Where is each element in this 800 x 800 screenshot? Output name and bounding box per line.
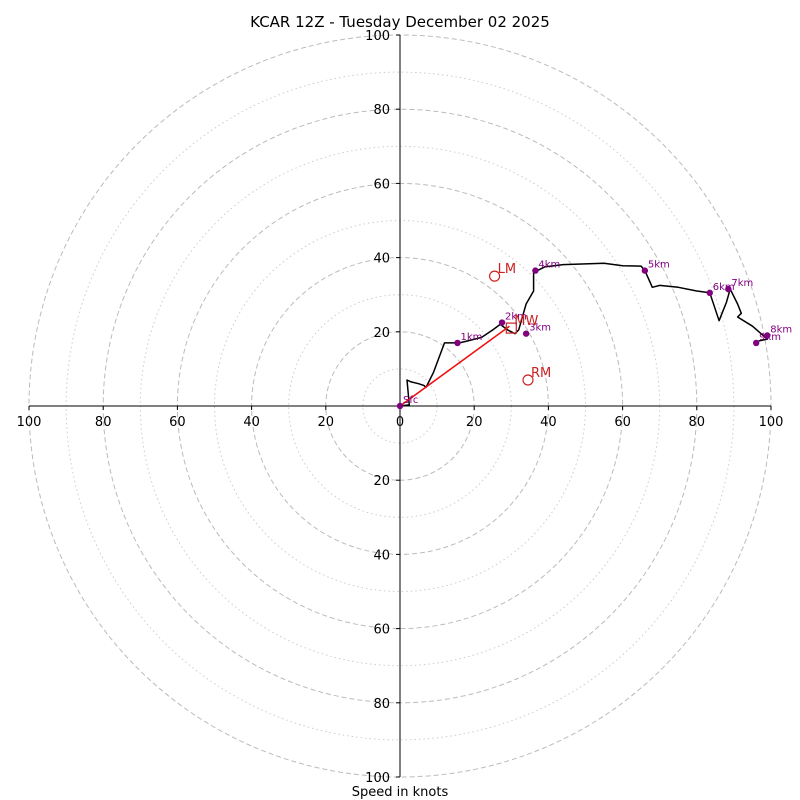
x-tick-label: 60 — [169, 415, 186, 430]
height-marker-3km: 3km — [522, 323, 551, 337]
storm-motion-lm: LM — [489, 262, 516, 282]
x-tick-label: 80 — [689, 415, 706, 430]
height-marker-5km: 5km — [641, 260, 670, 274]
height-marker-7km: 7km — [725, 278, 753, 293]
height-marker-dot — [706, 289, 713, 297]
height-marker-8km: 8km — [764, 325, 792, 339]
storm-motions: LM MW RM — [489, 262, 551, 386]
storm-motion-label: MW — [514, 314, 538, 329]
height-marker-label: 7km — [731, 278, 753, 289]
tick-labels: 100 80 60 40 20 0 20 40 60 80 100 100 80 60 40 20 20 40 60… — [17, 29, 784, 786]
x-tick-label: 20 — [318, 415, 335, 430]
y-tick-label: 100 — [365, 29, 390, 44]
height-marker-dot — [532, 267, 539, 274]
x-tick-label: 20 — [466, 415, 483, 430]
hodograph-trace-layer — [399, 262, 769, 407]
height-marker-label: 8km — [770, 325, 792, 336]
height-marker-dot — [454, 339, 461, 347]
storm-motion-marker — [489, 270, 501, 282]
height-marker-label: 2km — [505, 312, 527, 323]
x-tick-label: 80 — [95, 415, 112, 430]
height-marker-dot — [498, 319, 506, 326]
height-marker-dot — [764, 332, 771, 339]
storm-motion-marker — [505, 322, 517, 334]
y-tick-label: 40 — [373, 252, 390, 267]
chart-title: KCAR 12Z - Tuesday December 02 2025 — [250, 13, 550, 31]
height-marker-sfc: Sfc — [396, 395, 418, 410]
height-marker-9km: 9km — [752, 332, 781, 347]
bulk-shear-vector — [399, 325, 510, 407]
y-tick-label: 100 — [365, 771, 390, 786]
storm-motion-rm: RM — [522, 366, 551, 386]
height-marker-6km: 6km — [706, 282, 735, 297]
height-marker-1km: 1km — [454, 332, 483, 347]
height-marker-label: 1km — [461, 332, 483, 343]
x-axis-label: Speed in knots — [352, 785, 449, 800]
x-tick-label: 60 — [614, 415, 631, 430]
y-tick-label: 60 — [373, 623, 390, 638]
height-marker-label: 4km — [538, 260, 560, 271]
y-tick-label: 80 — [373, 103, 390, 118]
storm-motion-mw: MW — [505, 314, 539, 334]
height-marker-label: Sfc — [403, 395, 418, 406]
storm-motion-label: LM — [498, 262, 516, 277]
hodograph-trace — [399, 262, 769, 407]
height-marker-2km: 2km — [498, 312, 527, 326]
x-tick-label: 100 — [759, 415, 784, 430]
height-marker-label: 9km — [759, 332, 781, 343]
height-marker-dot — [725, 285, 732, 293]
x-tick-label: 40 — [540, 415, 557, 430]
height-marker-label: 3km — [529, 323, 551, 334]
y-tick-label: 20 — [373, 474, 390, 489]
storm-motion-label: RM — [531, 366, 551, 381]
y-tick-label: 80 — [373, 697, 390, 712]
shear-vector-layer — [399, 325, 510, 407]
height-marker-dot — [752, 339, 760, 347]
x-tick-label: 0 — [396, 415, 404, 430]
x-tick-label: 100 — [17, 415, 42, 430]
height-marker-dot — [641, 267, 649, 274]
x-tick-label: 40 — [243, 415, 260, 430]
height-marker-dot — [396, 402, 404, 410]
height-marker-label: 6km — [713, 282, 735, 293]
storm-motion-marker — [522, 374, 534, 386]
height-marker-4km: 4km — [532, 260, 560, 274]
y-tick-label: 20 — [373, 326, 390, 341]
y-tick-label: 40 — [373, 548, 390, 563]
height-marker-label: 5km — [648, 260, 670, 271]
y-tick-label: 60 — [373, 177, 390, 192]
height-marker-dot — [522, 330, 530, 337]
